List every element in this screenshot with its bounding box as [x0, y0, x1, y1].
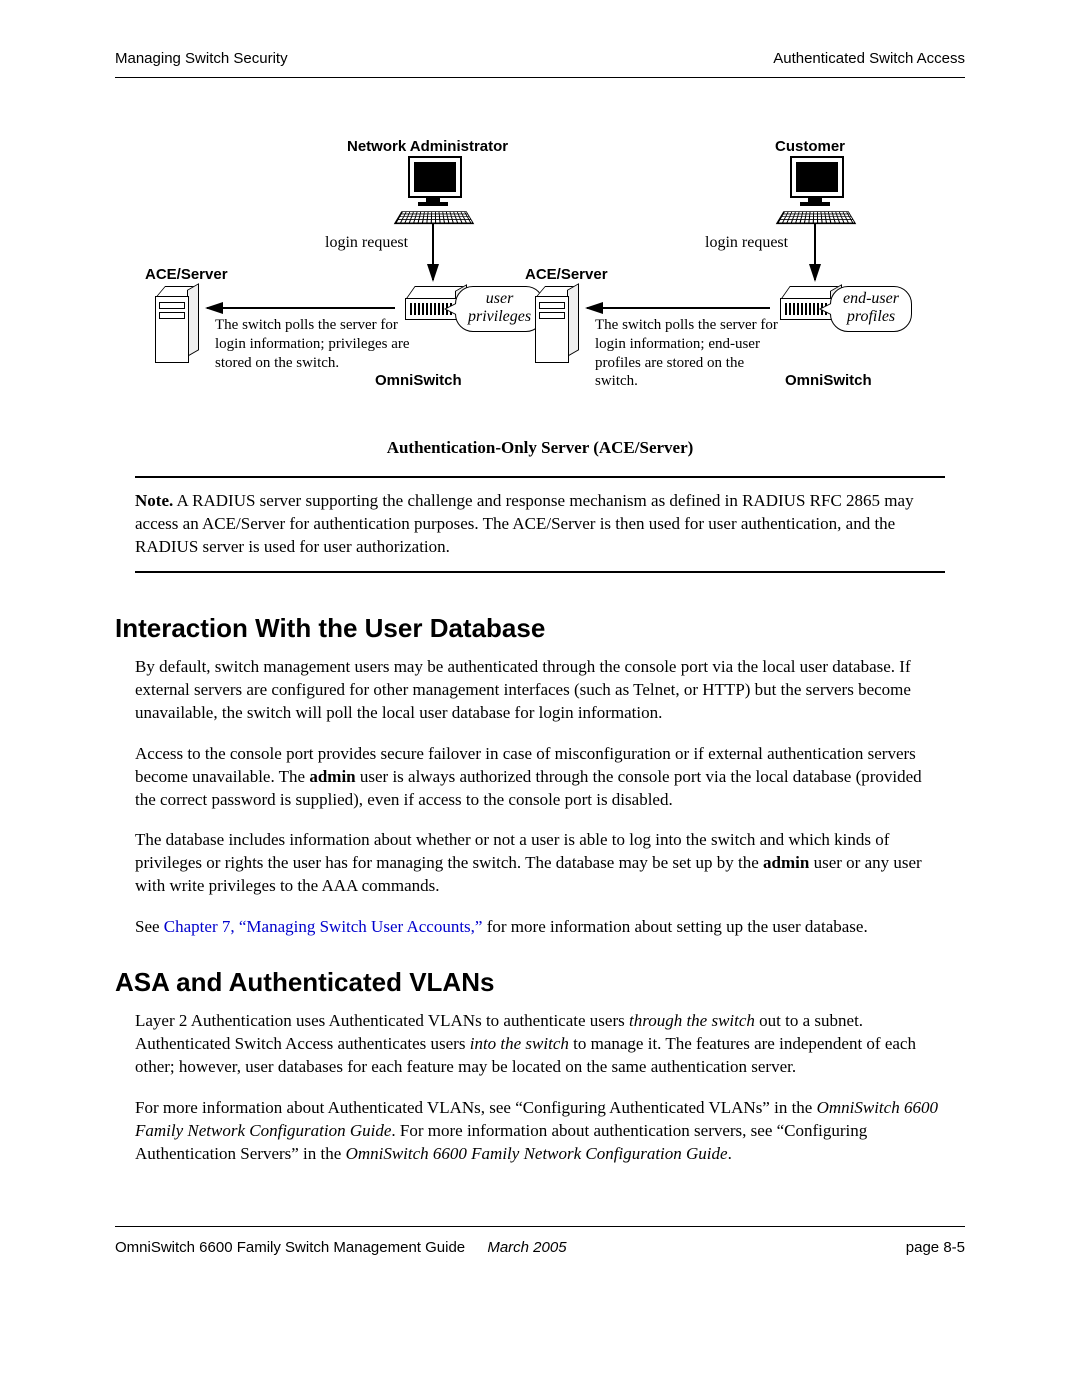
note-prefix: Note.	[135, 491, 173, 510]
section2-p2: For more information about Authenticated…	[135, 1097, 945, 1166]
customer-label: Customer	[775, 138, 845, 155]
customer-computer-icon	[780, 156, 850, 226]
balloon-left-line2: privileges	[468, 308, 531, 326]
admin-computer-icon	[398, 156, 468, 226]
login-request-right: login request	[705, 234, 788, 252]
section1-p2: Access to the console port provides secu…	[135, 743, 945, 812]
section1-p1: By default, switch management users may …	[135, 656, 945, 725]
note-block: Note. A RADIUS server supporting the cha…	[135, 476, 945, 573]
section2-p1: Layer 2 Authentication uses Authenticate…	[135, 1010, 945, 1079]
login-request-left: login request	[325, 234, 408, 252]
note-text: A RADIUS server supporting the challenge…	[135, 491, 914, 556]
chapter7-link[interactable]: Chapter 7, “Managing Switch User Account…	[164, 917, 483, 936]
poll-text-left: The switch polls the server for login in…	[215, 316, 410, 372]
page: Managing Switch Security Authenticated S…	[0, 0, 1080, 1296]
footer-title: OmniSwitch 6600 Family Switch Management…	[115, 1239, 465, 1256]
page-footer: OmniSwitch 6600 Family Switch Management…	[115, 1226, 965, 1256]
footer-date: March 2005	[487, 1239, 566, 1256]
section1-heading: Interaction With the User Database	[115, 613, 965, 644]
poll-text-right: The switch polls the server for login in…	[595, 316, 790, 391]
section2-heading: ASA and Authenticated VLANs	[115, 967, 965, 998]
balloon-left-line1: user	[468, 290, 531, 308]
omni-label-left: OmniSwitch	[375, 372, 462, 389]
section1-p3: The database includes information about …	[135, 829, 945, 898]
footer-page: page 8-5	[906, 1239, 965, 1256]
diagram-caption: Authentication-Only Server (ACE/Server)	[115, 438, 965, 458]
omni-label-right: OmniSwitch	[785, 372, 872, 389]
ace-label-right: ACE/Server	[525, 266, 608, 283]
ace-server-diagram: Network Administrator login request ACE/…	[115, 138, 965, 428]
ace-label-left: ACE/Server	[145, 266, 228, 283]
admin-label: Network Administrator	[347, 138, 508, 155]
running-header: Managing Switch Security Authenticated S…	[115, 50, 965, 78]
header-right: Authenticated Switch Access	[773, 50, 965, 67]
header-left: Managing Switch Security	[115, 50, 288, 67]
user-privileges-balloon: user privileges	[455, 286, 544, 332]
balloon-right-line2: profiles	[843, 308, 899, 326]
section1-p4: See Chapter 7, “Managing Switch User Acc…	[135, 916, 945, 939]
balloon-right-line1: end-user	[843, 290, 899, 308]
ace-server-right-icon	[535, 286, 580, 366]
ace-server-left-icon	[155, 286, 200, 366]
enduser-profiles-balloon: end-user profiles	[830, 286, 912, 332]
